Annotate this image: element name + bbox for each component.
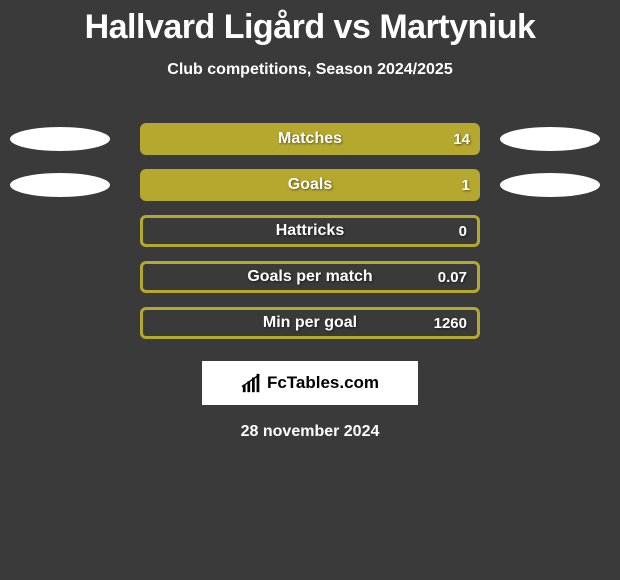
right-ellipse (500, 127, 600, 151)
stat-bar: Matches 14 (140, 123, 480, 155)
stat-bar: Hattricks 0 (140, 215, 480, 247)
comparison-subtitle: Club competitions, Season 2024/2025 (167, 61, 452, 79)
stat-label: Matches (278, 130, 342, 148)
stat-row: Goals 1 (0, 169, 620, 201)
stat-bar: Goals per match 0.07 (140, 261, 480, 293)
snapshot-date: 28 november 2024 (241, 423, 380, 441)
stat-value: 0 (459, 223, 467, 240)
stat-value: 1 (462, 177, 470, 194)
stat-label: Min per goal (263, 314, 357, 332)
right-ellipse (500, 173, 600, 197)
left-ellipse (10, 127, 110, 151)
stat-row: Matches 14 (0, 123, 620, 155)
stat-bar: Min per goal 1260 (140, 307, 480, 339)
stat-bar: Goals 1 (140, 169, 480, 201)
stat-row: Min per goal 1260 (0, 307, 620, 339)
stat-label: Goals per match (247, 268, 372, 286)
stat-label: Hattricks (276, 222, 344, 240)
stat-label: Goals (288, 176, 332, 194)
stat-value: 0.07 (438, 269, 467, 286)
stat-value: 1260 (434, 315, 467, 332)
logo-text: FcTables.com (267, 373, 379, 393)
comparison-title: Hallvard Ligård vs Martyniuk (85, 8, 536, 47)
bar-chart-icon (241, 372, 263, 394)
stat-value: 14 (453, 131, 470, 148)
stat-rows: Matches 14 Goals 1 Hattricks 0 Goals per match… (0, 123, 620, 339)
stat-row: Goals per match 0.07 (0, 261, 620, 293)
left-ellipse (10, 173, 110, 197)
stat-row: Hattricks 0 (0, 215, 620, 247)
fctables-logo[interactable]: FcTables.com (202, 361, 418, 405)
